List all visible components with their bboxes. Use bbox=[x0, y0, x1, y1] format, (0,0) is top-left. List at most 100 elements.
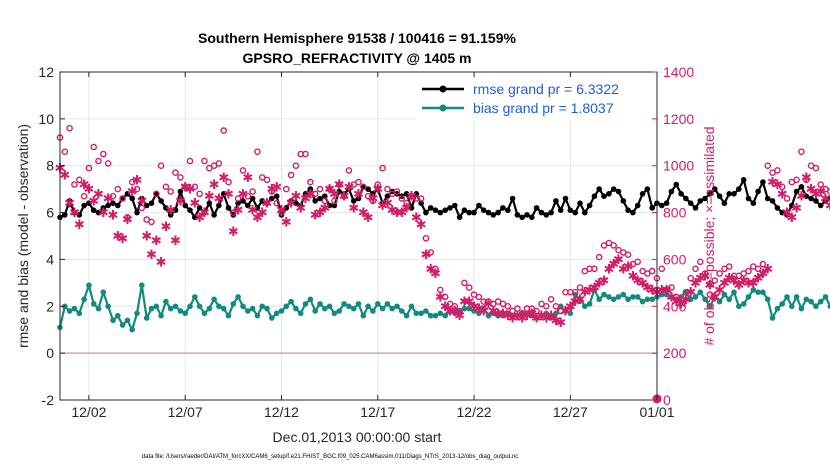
series-assimilated: ✱✱✱✱✱✱✱✱✱✱✱✱✱✱✱✱✱✱✱✱✱✱✱✱✱✱✱✱✱✱✱✱✱✱✱✱✱✱✱✱… bbox=[55, 162, 830, 332]
assimilated-point: ✱ bbox=[743, 276, 754, 291]
possible-point bbox=[71, 181, 78, 188]
assimilated-point: ✱ bbox=[469, 300, 480, 315]
bias-point bbox=[81, 296, 87, 303]
x-tick-label: 12/02 bbox=[71, 404, 106, 420]
assimilated-point: ✱ bbox=[165, 204, 176, 219]
bias-point bbox=[596, 296, 602, 303]
legend-bias-label: bias grand pr = 1.8037 bbox=[473, 100, 614, 116]
bias-point bbox=[716, 298, 723, 305]
assimilated-point: ✱ bbox=[189, 197, 200, 212]
assimilated-point: ✱ bbox=[213, 192, 224, 207]
bias-point bbox=[745, 294, 752, 300]
rmse-point bbox=[553, 198, 559, 204]
bias-point bbox=[649, 296, 655, 303]
bias-point bbox=[211, 296, 217, 303]
bias-point bbox=[524, 310, 530, 317]
series-layer: ✱✱✱✱✱✱✱✱✱✱✱✱✱✱✱✱✱✱✱✱✱✱✱✱✱✱✱✱✱✱✱✱✱✱✱✱✱✱✱✱… bbox=[55, 124, 830, 404]
rmse-point bbox=[297, 202, 304, 209]
assimilated-point: ✱ bbox=[772, 178, 783, 193]
bias-point bbox=[129, 326, 135, 333]
rmse-point bbox=[442, 207, 449, 213]
bias-point bbox=[808, 298, 814, 305]
rmse-point bbox=[312, 198, 319, 204]
rmse-point bbox=[533, 205, 540, 211]
bias-point bbox=[543, 310, 550, 317]
rmse-point bbox=[750, 200, 757, 206]
assimilated-point: ✱ bbox=[806, 183, 817, 198]
assimilated-point: ✱ bbox=[127, 185, 138, 200]
possible-point bbox=[148, 218, 155, 226]
assimilated-point: ✱ bbox=[594, 276, 605, 291]
x-tick-label: 12/27 bbox=[553, 404, 588, 420]
rmse-point bbox=[326, 202, 333, 209]
possible-point bbox=[359, 183, 367, 191]
rmse-point bbox=[519, 214, 525, 221]
possible-point bbox=[422, 234, 430, 242]
rmse-point bbox=[529, 214, 535, 221]
bias-point bbox=[297, 310, 304, 317]
possible-point bbox=[475, 293, 483, 301]
rmse-point bbox=[322, 193, 328, 199]
possible-point bbox=[634, 258, 642, 266]
possible-point bbox=[759, 260, 767, 268]
assimilated-point: ✱ bbox=[329, 187, 340, 202]
chart-title-line1: Southern Hemisphere 91538 / 100416 = 91.… bbox=[198, 30, 516, 46]
bias-point bbox=[317, 301, 323, 307]
rmse-point bbox=[740, 177, 747, 183]
bias-point bbox=[442, 312, 449, 319]
chart-title-line2: GPSRO_REFRACTIVITY @ 1405 m bbox=[243, 50, 472, 66]
rmse-point bbox=[620, 198, 627, 204]
bias-point bbox=[432, 312, 439, 319]
rmse-point bbox=[630, 209, 636, 216]
bias-point bbox=[192, 294, 198, 300]
bias-point bbox=[456, 308, 463, 314]
assimilated-point: ✱ bbox=[801, 171, 812, 186]
bias-point bbox=[206, 305, 213, 312]
y-axis-left-label: rmse and bias (model - observation) bbox=[15, 124, 31, 348]
y-left-tick-label: -2 bbox=[42, 392, 55, 408]
rmse-point bbox=[490, 212, 497, 218]
bias-point bbox=[495, 312, 501, 319]
possible-point bbox=[268, 188, 276, 195]
bias-point bbox=[355, 301, 362, 307]
rmse-point bbox=[81, 202, 87, 209]
rmse-point bbox=[196, 205, 203, 211]
possible-point bbox=[514, 305, 521, 312]
rmse-point bbox=[480, 207, 487, 213]
rmse-point bbox=[505, 207, 511, 213]
bias-point bbox=[514, 312, 521, 319]
possible-point bbox=[547, 295, 555, 303]
possible-point bbox=[302, 150, 309, 158]
bias-point bbox=[591, 287, 598, 293]
assimilated-point: ✱ bbox=[141, 230, 152, 245]
rmse-point bbox=[336, 188, 343, 195]
bias-point bbox=[153, 303, 160, 310]
rmse-point bbox=[148, 200, 155, 206]
assimilated-point: ✱ bbox=[613, 253, 624, 268]
rmse-point bbox=[774, 205, 781, 211]
rmse-point bbox=[779, 209, 785, 216]
rmse-point bbox=[663, 200, 670, 206]
rmse-point bbox=[408, 205, 415, 211]
assimilated-point: ✱ bbox=[627, 269, 638, 284]
rmse-point bbox=[827, 195, 830, 202]
bias-point bbox=[201, 310, 208, 317]
possible-point bbox=[109, 192, 117, 200]
bias-point bbox=[485, 312, 492, 319]
assimilated-point: ✱ bbox=[767, 176, 778, 191]
bias-point bbox=[360, 312, 367, 319]
rmse-point bbox=[187, 207, 193, 213]
possible-point bbox=[128, 178, 136, 186]
assimilated-point: ✱ bbox=[353, 187, 364, 202]
bias-point bbox=[370, 308, 376, 314]
bias-point bbox=[249, 305, 256, 312]
assimilated-point: ✱ bbox=[719, 276, 730, 291]
assimilated-point: ✱ bbox=[406, 190, 417, 205]
bias-point bbox=[793, 294, 800, 300]
possible-point bbox=[114, 185, 122, 193]
possible-point bbox=[595, 253, 603, 261]
rmse-point bbox=[220, 191, 227, 197]
assimilated-point: ✱ bbox=[560, 305, 571, 320]
rmse-point bbox=[606, 191, 612, 197]
assimilated-point: ✱ bbox=[435, 290, 446, 305]
